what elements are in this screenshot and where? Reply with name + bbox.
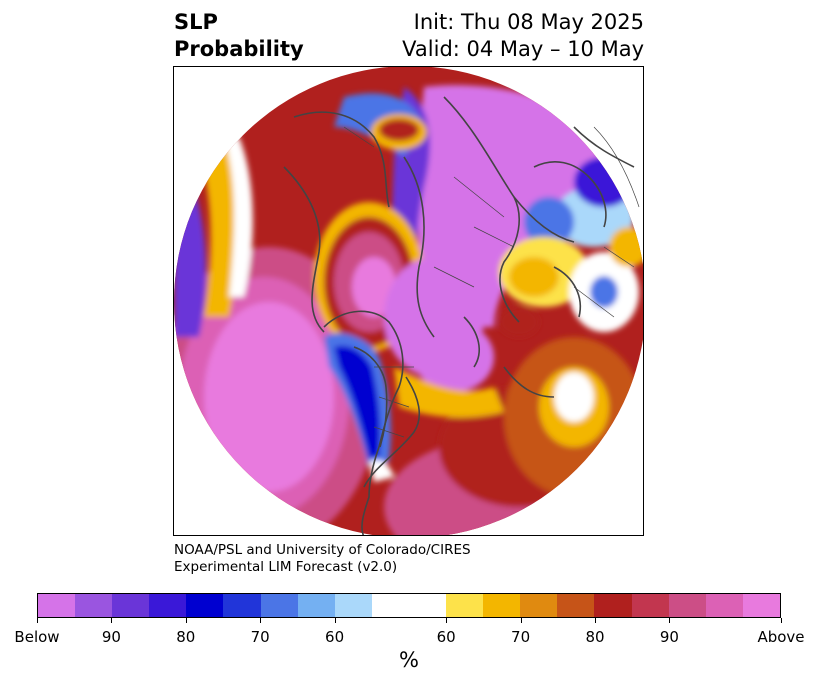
colorbar-tick-label: 80 bbox=[585, 628, 605, 646]
colorbar-tick-label: 80 bbox=[176, 628, 196, 646]
colorbar-swatch bbox=[149, 594, 187, 617]
colorbar-tick-label: Below bbox=[14, 628, 60, 646]
colorbar-swatch bbox=[260, 594, 298, 617]
colorbar-tick-mark bbox=[669, 618, 671, 623]
colorbar-swatch bbox=[668, 594, 706, 617]
colorbar-tick-mark bbox=[185, 618, 187, 623]
colorbar-swatch bbox=[223, 594, 261, 617]
colorbar-tick-mark bbox=[595, 618, 596, 623]
colorbar-tick-label: 90 bbox=[659, 628, 679, 646]
colorbar-swatch bbox=[371, 594, 409, 617]
forecast-dates: Init: Thu 08 May 2025 Valid: 04 May – 10… bbox=[402, 9, 644, 63]
title-variable: SLP bbox=[174, 10, 218, 34]
colorbar-swatch bbox=[631, 594, 669, 617]
colorbar-tick-mark bbox=[111, 618, 113, 623]
colorbar-tick-label: 70 bbox=[250, 628, 270, 646]
colorbar-swatch bbox=[408, 594, 447, 617]
colorbar-swatch bbox=[742, 594, 780, 617]
colorbar-tick-mark bbox=[446, 618, 448, 623]
colorbar-tick-mark bbox=[520, 618, 522, 623]
map-panel bbox=[173, 66, 644, 536]
colorbar-swatch bbox=[557, 594, 595, 617]
colorbar-tick-label: Above bbox=[757, 628, 805, 646]
init-date: Init: Thu 08 May 2025 bbox=[413, 10, 644, 34]
colorbar-tick-mark bbox=[260, 618, 262, 623]
colorbar-swatch bbox=[186, 594, 224, 617]
border-layer bbox=[343, 126, 640, 438]
colorbar-tick-mark bbox=[334, 618, 336, 623]
coastline-layer bbox=[283, 96, 635, 535]
credit-line-1: NOAA/PSL and University of Colorado/CIRE… bbox=[174, 542, 471, 558]
colorbar-swatch bbox=[38, 594, 76, 617]
colorbar-tick-mark bbox=[37, 618, 38, 623]
colorbar-swatch bbox=[75, 594, 113, 617]
colorbar-swatch bbox=[483, 594, 521, 617]
credit-line-2: Experimental LIM Forecast (v2.0) bbox=[174, 559, 398, 575]
colorbar bbox=[37, 593, 781, 618]
colorbar-tick-label: 70 bbox=[511, 628, 531, 646]
valid-range: Valid: 04 May – 10 May bbox=[402, 37, 644, 61]
colorbar-swatch bbox=[446, 594, 484, 617]
data-credit: NOAA/PSL and University of Colorado/CIRE… bbox=[174, 542, 471, 576]
colorbar-swatch bbox=[334, 594, 372, 617]
title-field: Probability bbox=[174, 37, 304, 61]
colorbar-swatch bbox=[705, 594, 743, 617]
colorbar-swatch bbox=[297, 594, 335, 617]
colorbar-swatch bbox=[594, 594, 632, 617]
colorbar-swatch bbox=[112, 594, 150, 617]
colorbar-tick-mark bbox=[781, 618, 782, 623]
colorbar-tick-label: 60 bbox=[325, 628, 345, 646]
colorbar-tick-label: 60 bbox=[436, 628, 456, 646]
colorbar-swatch bbox=[520, 594, 558, 617]
colorbar-units: % bbox=[399, 648, 419, 672]
probability-map bbox=[174, 67, 643, 535]
colorbar-tick-label: 90 bbox=[101, 628, 121, 646]
map-title: SLP Probability bbox=[174, 9, 304, 63]
